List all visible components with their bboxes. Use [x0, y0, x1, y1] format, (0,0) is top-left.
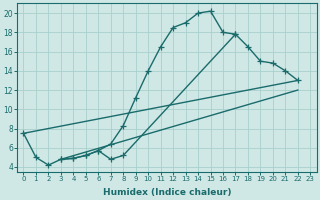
- X-axis label: Humidex (Indice chaleur): Humidex (Indice chaleur): [103, 188, 231, 197]
